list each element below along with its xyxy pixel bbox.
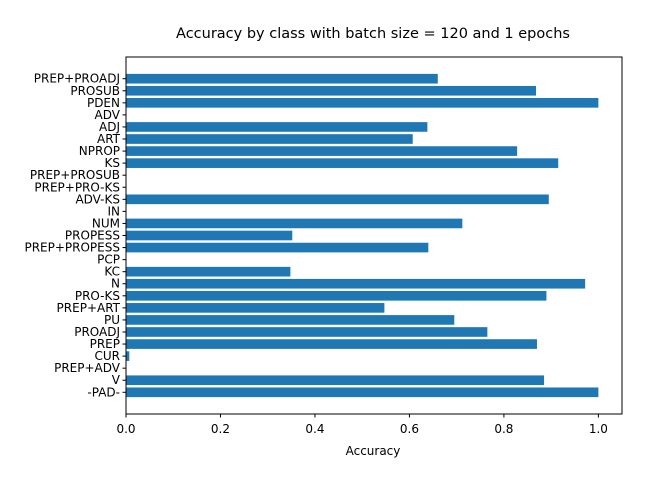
bar-pro-ks (126, 290, 547, 301)
bar-adv-ks (126, 194, 549, 205)
y-tick-label: -PAD- (87, 385, 120, 399)
y-tick-label: PREP+PROPESS (24, 241, 120, 255)
bar-kc (126, 266, 291, 277)
y-tick-label: ART (97, 132, 121, 146)
chart-title: Accuracy by class with batch size = 120 … (176, 26, 570, 42)
y-tick-label: ADV-KS (75, 192, 120, 206)
bar-adj (126, 122, 428, 132)
y-tick-label: NPROP (79, 144, 120, 158)
bar-n (126, 278, 586, 289)
bar-propess (126, 230, 293, 241)
x-axis-label: Accuracy (346, 444, 401, 458)
y-tick-label: PRO-KS (75, 289, 120, 303)
y-tick-label: PREP+PROADJ (34, 72, 120, 86)
bar-prep (126, 339, 537, 349)
bar-num (126, 218, 463, 229)
x-axis-ticks: 0.0 0.2 0.4 0.6 0.8 1.0 (116, 414, 608, 436)
bar-prosub (126, 85, 537, 96)
y-tick-label: CUR (95, 349, 121, 363)
y-tick-label: PROSUB (70, 84, 120, 98)
y-tick-label: IN (107, 204, 120, 218)
y-tick-label: N (111, 277, 120, 291)
y-tick-label: NUM (92, 216, 120, 230)
y-tick-label: ADJ (99, 120, 120, 134)
bar-cur (126, 351, 130, 361)
y-tick-label: PREP+ADV (54, 361, 121, 375)
y-tick-label: PROADJ (74, 325, 120, 339)
y-axis-ticks: -PAD-VPREP+ADVCURPREPPROADJPUPREP+ARTPRO… (24, 72, 126, 399)
bars-layer (126, 73, 599, 398)
y-tick-label: KC (104, 265, 120, 279)
y-tick-label: PDEN (87, 96, 120, 110)
bar-prep+art (126, 303, 385, 313)
bar-prep+proadj (126, 73, 438, 84)
x-tick-label: 0.2 (211, 422, 230, 436)
bar-proadj (126, 327, 488, 337)
x-tick-label: 0.0 (116, 422, 135, 436)
x-tick-label: 0.8 (494, 422, 513, 436)
y-tick-label: PCP (97, 253, 120, 267)
bar-pden (126, 98, 599, 108)
bar-pu (126, 315, 455, 325)
x-tick-label: 0.6 (400, 422, 419, 436)
bar-v (126, 375, 545, 386)
x-tick-label: 0.4 (305, 422, 324, 436)
bar--pad- (126, 387, 599, 398)
bar-prep+propess (126, 242, 429, 253)
y-tick-label: PREP+PRO-KS (34, 180, 120, 194)
bar-art (126, 134, 413, 144)
y-tick-label: PROPESS (65, 229, 120, 243)
y-tick-label: ADV (95, 108, 121, 122)
bar-nprop (126, 146, 518, 156)
y-tick-label: PREP+ART (57, 301, 121, 315)
y-tick-label: PREP (90, 337, 120, 351)
y-tick-label: PU (104, 313, 120, 327)
bar-ks (126, 158, 559, 168)
y-tick-label: KS (105, 156, 121, 170)
x-tick-label: 1.0 (589, 422, 608, 436)
y-tick-label: V (112, 373, 121, 387)
y-tick-label: PREP+PROSUB (30, 168, 120, 182)
